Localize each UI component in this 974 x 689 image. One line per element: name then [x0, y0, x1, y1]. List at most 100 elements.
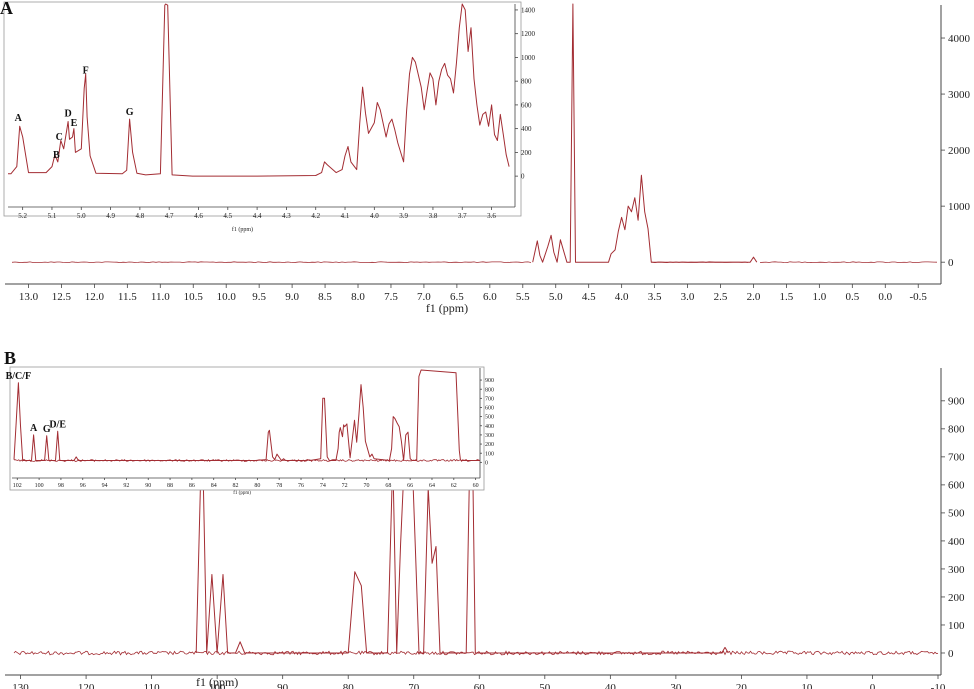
panel-b-inset-x-tick-label: 96: [80, 483, 86, 489]
panel-a-x-tick-label: 3.5: [648, 291, 662, 303]
panel-a-inset-peak-label: C: [56, 132, 63, 143]
panel-b-inset-y-ticks: 0 100 200 300 400 500 600 700 800 900: [480, 378, 494, 466]
panel-b-inset-x-ticks: 102 100 98 96 94 92 90 88 86 84 82 80 78 76 74 72 70 68 66…: [13, 478, 479, 489]
panel-a-inset-x-tick-label: 4.4: [253, 212, 262, 220]
panel-a-inset-x-tick-label: 4.0: [370, 212, 379, 220]
panel-a-x-tick-label: 8.0: [351, 291, 365, 303]
panel-b-inset-y-tick-label: 300: [485, 433, 494, 439]
panel-a-inset-y-tick-label: 1200: [521, 30, 536, 38]
panel-b-inset-x-tick-label: 64: [429, 483, 435, 489]
panel-b-inset-frame: [9, 366, 485, 491]
panel-a-x-tick-label: 13.0: [19, 291, 39, 303]
panel-a-inset-x-tick-label: 5.1: [48, 212, 57, 220]
panel-b-inset-baseline-noise: [13, 459, 480, 463]
panel-a-inset-x-ticks: 5.2 5.1 5.0 4.9 4.8 4.7 4.6 4.5 4.4 4.3 4.2 4.1 4.0 3…: [18, 207, 496, 220]
panel-a-inset-x-tick-label: 3.8: [429, 212, 438, 220]
panel-b-inset-y-tick-label: 800: [485, 387, 494, 393]
panel-a-x-tick-label: 7.5: [384, 291, 398, 303]
panel-a-x-tick-label: 3.0: [681, 291, 695, 303]
panel-a-letter: A: [0, 0, 13, 18]
panel-a-y-tick-label: 4000: [948, 33, 971, 45]
panel-b-inset-x-tick-label: 68: [385, 483, 391, 489]
panel-a-y-ticks: 0 1000 2000 3000 4000: [941, 33, 971, 269]
panel-b-x-tick-label: 110: [144, 682, 161, 689]
panel-a-x-tick-label: 7.0: [417, 291, 431, 303]
panel-b-x-tick-label: 70: [408, 682, 420, 689]
panel-b-y-tick-label: 700: [948, 452, 965, 464]
panel-b-inset-x-tick-label: 90: [145, 483, 151, 489]
panel-b-inset-y-tick-label: 0: [485, 460, 488, 466]
panel-a-x-tick-label: 9.0: [285, 291, 299, 303]
panel-b-x-tick-label: 60: [474, 682, 486, 689]
panel-a-x-tick-label: 0.0: [878, 291, 892, 303]
panel-a-inset-x-tick-label: 3.7: [458, 212, 467, 220]
panel-a-x-tick-label: 12.5: [52, 291, 72, 303]
panel-b-y-tick-label: 400: [948, 536, 965, 548]
panel-b-inset-spectrum-line: [13, 369, 480, 461]
panel-b-inset-x-tick-label: 82: [233, 483, 239, 489]
panel-b-x-tick-label: 40: [605, 682, 617, 689]
panel-b-inset-x-tick-label: 70: [364, 483, 370, 489]
panel-b-inset-x-tick-label: 76: [298, 483, 304, 489]
panel-b-y-tick-label: 200: [948, 592, 965, 604]
panel-b-inset-x-tick-label: 98: [58, 483, 64, 489]
panel-b-inset-x-tick-label: 100: [35, 483, 44, 489]
panel-b-inset-x-tick-label: 86: [189, 483, 195, 489]
panel-a-inset-x-tick-label: 3.6: [487, 212, 496, 220]
panel-a-x-tick-label: 4.0: [615, 291, 629, 303]
panel-a-x-tick-label: 11.0: [151, 291, 170, 303]
panel-b-x-tick-label: 100: [209, 682, 226, 689]
panel-a-x-tick-label: 12.0: [85, 291, 105, 303]
panel-a-inset-spectrum: 5.2 5.1 5.0 4.9 4.8 4.7 4.6 4.5 4.4 4.3 4.2 4.1 4.0 3…: [3, 1, 536, 233]
panel-a-inset-x-tick-label: 4.6: [194, 212, 203, 220]
panel-a-inset-x-tick-label: 5.2: [18, 212, 27, 220]
panel-a-inset-x-tick-label: 4.8: [136, 212, 145, 220]
panel-a-inset-y-tick-label: 1000: [521, 54, 536, 62]
panel-b-inset-peak-labels: B/C/F A GD/E: [6, 371, 67, 435]
panel-b-x-tick-label: 50: [539, 682, 551, 689]
panel-a-inset-x-tick-label: 4.3: [282, 212, 291, 220]
panel-b-inset-x-tick-label: 80: [254, 483, 260, 489]
panel-a-main-spectrum: 13.0 12.5 12.0 11.5 11.0 10.5 10.0 9.5 9.0 8.5 8.0…: [5, 3, 971, 315]
panel-a-baseline: [11, 261, 938, 264]
panel-a-inset-y-tick-label: 400: [521, 125, 532, 133]
panel-b-x-axis-label: f1 (ppm): [196, 675, 238, 689]
panel-b-inset-y-tick-label: 100: [485, 451, 494, 457]
panel-a-x-tick-label: 10.5: [184, 291, 204, 303]
panel-a-x-tick-label: 8.5: [318, 291, 332, 303]
panel-a-inset-y-tick-label: 200: [521, 149, 532, 157]
panel-b-inset-x-tick-label: 88: [167, 483, 173, 489]
panel-b-inset-x-tick-label: 72: [342, 483, 348, 489]
panel-b-main-spectrum: 130 120 110 100 90 80 70 60 50 40 30 20 10 0 -10 01002…: [5, 367, 965, 689]
panel-a-inset-y-tick-label: 1400: [521, 6, 536, 14]
panel-a-y-tick-label: 2000: [948, 145, 971, 157]
panel-a-x-tick-label: 9.5: [252, 291, 266, 303]
panel-b-inset-peak-label: G: [43, 424, 51, 435]
panel-a-inset-peak-label: A: [15, 113, 23, 124]
panel-b-inset-peak-label: D/E: [49, 419, 66, 430]
panel-a-inset-x-tick-label: 4.5: [223, 212, 232, 220]
panel-a-x-tick-label: 2.5: [714, 291, 728, 303]
panel-a-x-tick-label: 1.0: [812, 291, 826, 303]
panel-b-y-tick-label: 100: [948, 620, 965, 632]
panel-b-inset-x-tick-label: 92: [123, 483, 129, 489]
panel-b-inset-x-tick-label: 60: [473, 483, 479, 489]
panel-a-inset-peak-label: F: [83, 66, 89, 77]
panel-a-x-tick-label: -0.5: [910, 291, 928, 303]
panel-b-baseline-noise: [13, 650, 939, 656]
panel-a-inset-x-tick-label: 5.0: [77, 212, 86, 220]
panel-b-inset-y-tick-label: 900: [485, 378, 494, 384]
panel-b-x-tick-label: 0: [870, 682, 876, 689]
panel-b-x-tick-label: 90: [277, 682, 289, 689]
panel-a-x-tick-label: 5.0: [549, 291, 563, 303]
panel-a-inset-spectrum-line: [8, 3, 510, 177]
panel-b-inset-peak-label: B/C/F: [6, 371, 32, 382]
panel-a-x-ticks: 13.0 12.5 12.0 11.5 11.0 10.5 10.0 9.5 9.0 8.5 8.0…: [19, 284, 928, 303]
panel-b-x-tick-label: 10: [801, 682, 813, 689]
panel-b-inset-y-tick-label: 600: [485, 406, 494, 412]
panel-b-inset-x-axis-label: f1 (ppm): [233, 491, 251, 496]
panel-b-inset-x-tick-label: 74: [320, 483, 326, 489]
panel-b-x-tick-label: 120: [78, 682, 95, 689]
panel-a-inset-y-ticks: 0 200 400 600 800 1000 1200 1400: [515, 6, 536, 181]
